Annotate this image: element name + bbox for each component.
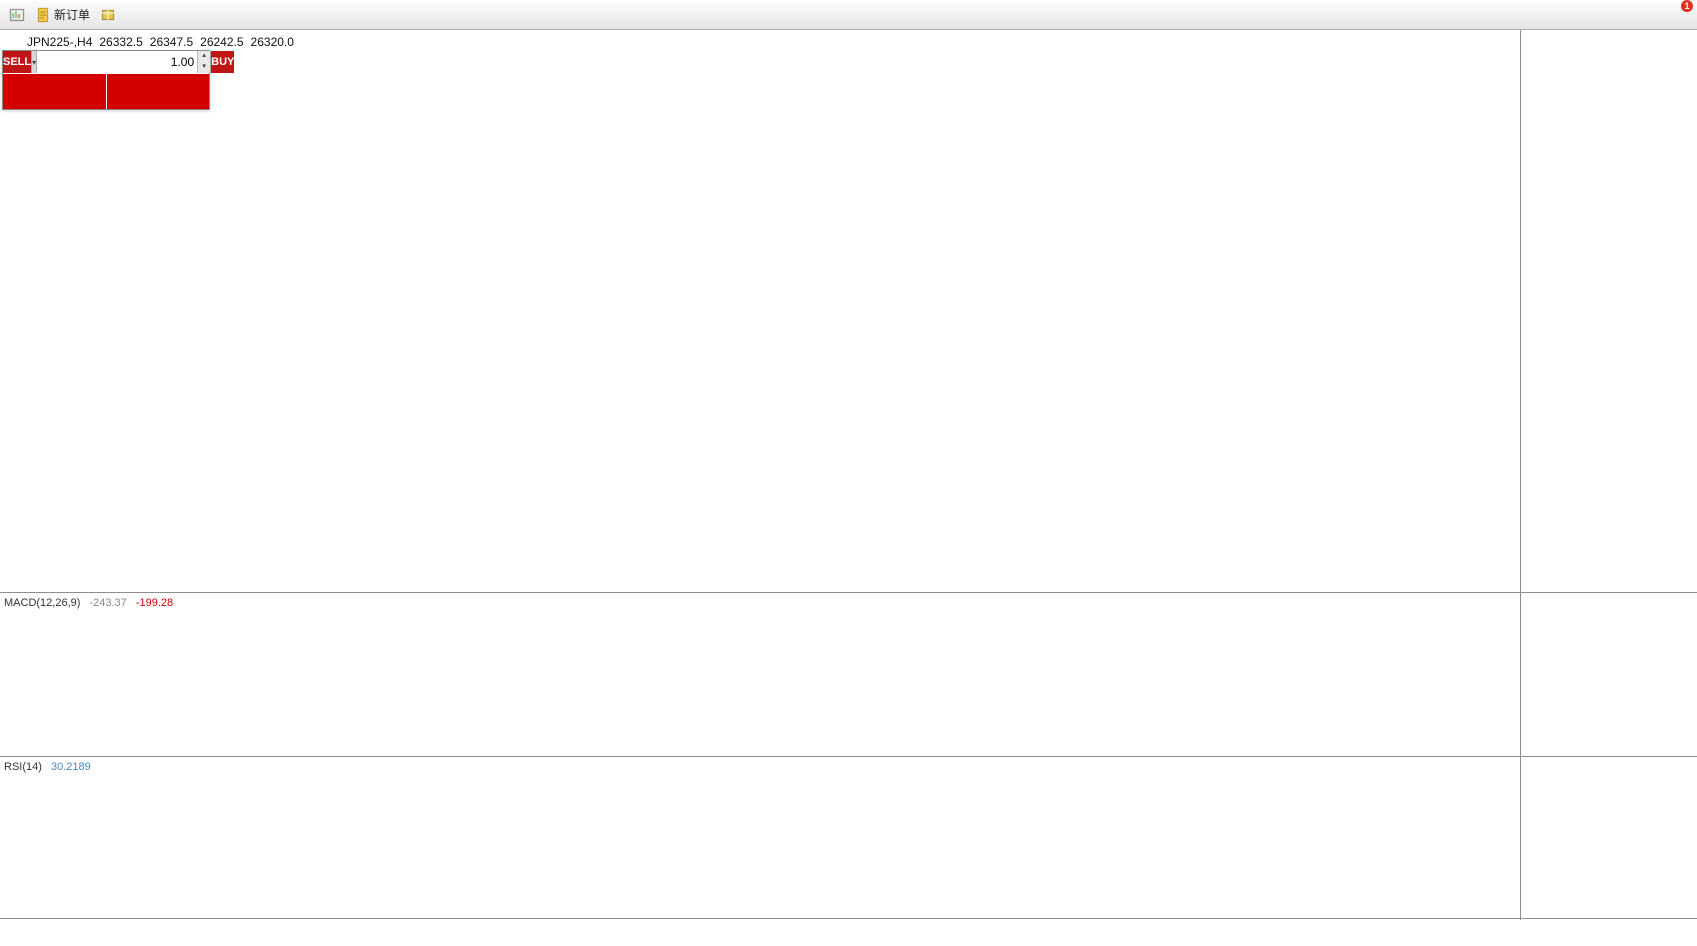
ohlc-close: 26320.0 [250, 35, 294, 49]
volume-down-button[interactable]: ▾ [198, 62, 211, 73]
sell-button[interactable]: SELL [3, 51, 32, 73]
rsi-label: RSI(14) 30.2189 [4, 761, 97, 773]
panel-separator[interactable] [0, 592, 1697, 594]
market-watch-button[interactable] [96, 3, 120, 27]
volume-input[interactable] [37, 51, 198, 73]
chart-symbol-header: JPN225-,H4 26332.5 26347.5 26242.5 26320… [6, 34, 294, 50]
search-button[interactable] [1640, 2, 1664, 26]
chart-window-icon [9, 6, 25, 23]
volume-up-button[interactable]: ▴ [198, 51, 211, 62]
toolbar-right: 1 [1639, 0, 1693, 26]
new-order-button[interactable]: 新订单 [31, 3, 94, 27]
sell-price-button[interactable] [3, 74, 106, 109]
main-chart-canvas[interactable] [0, 30, 1520, 592]
rsi-panel-canvas[interactable] [0, 758, 1520, 918]
macd-name: MACD(12,26,9) [4, 597, 81, 609]
rsi-name: RSI(14) [4, 761, 42, 773]
one-click-trading-widget: SELL ▾ ▴ ▾ BUY [2, 50, 235, 110]
symbol-name: JPN225-,H4 [27, 35, 93, 49]
new-chart-button[interactable] [5, 3, 29, 27]
time-axis-separator [0, 918, 1697, 920]
search-icon [1644, 6, 1660, 22]
rsi-value: 30.2189 [50, 761, 91, 773]
notification-badge: 1 [1681, 0, 1693, 12]
volume-stepper: ▴ ▾ [197, 51, 211, 73]
new-order-button-label: 新订单 [54, 8, 91, 22]
ohlc-open: 26332.5 [99, 35, 143, 49]
ohlc-low: 26242.5 [200, 35, 244, 49]
buy-button[interactable]: BUY [211, 51, 235, 73]
market-watch-icon [100, 6, 117, 23]
toolbar: 新订单 1 [0, 0, 1697, 30]
new-order-icon [35, 6, 51, 23]
macd-label: MACD(12,26,9) -243.37 -199.28 [4, 597, 179, 609]
time-axis[interactable] [0, 920, 1697, 946]
ohlc-high: 26347.5 [149, 35, 194, 49]
panel-separator[interactable] [0, 756, 1697, 758]
toolbar-buttons: 新订单 [4, 3, 121, 27]
macd-signal-value: -199.28 [135, 597, 174, 609]
macd-main-value: -243.37 [89, 597, 127, 609]
buy-price-button[interactable] [105, 74, 209, 109]
volume-dropdown[interactable]: ▾ [31, 51, 38, 73]
chart-type-icon [6, 34, 20, 50]
account-button[interactable]: 1 [1666, 0, 1693, 26]
price-axis-border [1520, 30, 1521, 946]
macd-panel-canvas[interactable] [0, 594, 1520, 756]
